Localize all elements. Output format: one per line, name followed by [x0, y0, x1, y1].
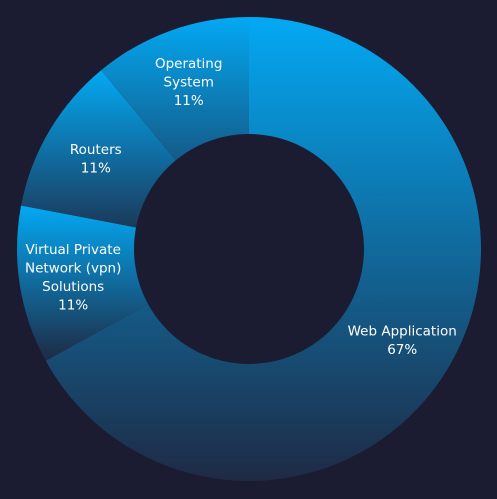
slice-name-line: Operating	[155, 56, 223, 72]
slice-label-2: Virtual Private Network (vpn) Solutions 11%	[25, 242, 121, 314]
slice-value-3: 11%	[81, 161, 111, 177]
slice-name-line: Web Application	[348, 323, 457, 339]
slice-value-4: 11%	[174, 93, 204, 109]
slice-label-1: Web Application 67%	[348, 323, 457, 358]
slice-name-line: Network (vpn)	[25, 261, 121, 277]
slice-label-4: Operating System 11%	[155, 56, 223, 109]
slice-value-2: 11%	[58, 298, 88, 314]
slice-name-line: System	[164, 75, 214, 91]
slice-name-line: Solutions	[42, 279, 104, 295]
slice-label-3: Routers 11%	[70, 142, 122, 177]
labels-layer: Web Application 67% Virtual Private Network…	[25, 56, 457, 358]
slice-value-1: 67%	[387, 342, 417, 358]
slice-name-line: Virtual Private	[25, 242, 120, 258]
donut-hole	[134, 134, 364, 364]
slice-name-line: Routers	[70, 142, 122, 158]
